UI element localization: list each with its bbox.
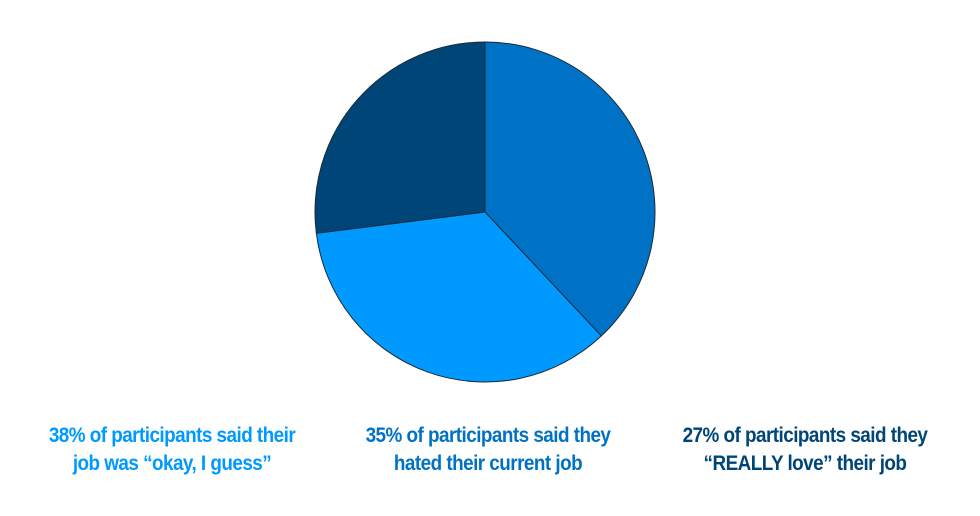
- pie-slice-love: [314, 41, 486, 234]
- slice-label-love-line-2: “REALLY love” their job: [703, 452, 907, 475]
- pie-slices: [314, 41, 656, 383]
- slice-label-hated-line-1: 35% of participants said they: [365, 424, 611, 447]
- slice-label-love: 27% of participants said they “REALLY lo…: [670, 422, 940, 478]
- slice-label-okay-line-2: job was “okay, I guess”: [72, 452, 272, 475]
- pie-slice-hated: [315, 211, 602, 383]
- slice-label-okay-line-1: 38% of participants said their: [48, 424, 296, 447]
- pie-slice-okay: [484, 41, 656, 337]
- slice-label-okay: 38% of participants said their job was “…: [37, 422, 307, 478]
- slice-label-love-line-1: 27% of participants said they: [682, 424, 928, 447]
- slice-label-hated: 35% of participants said they hated thei…: [353, 422, 623, 478]
- slice-label-hated-line-2: hated their current job: [393, 452, 583, 475]
